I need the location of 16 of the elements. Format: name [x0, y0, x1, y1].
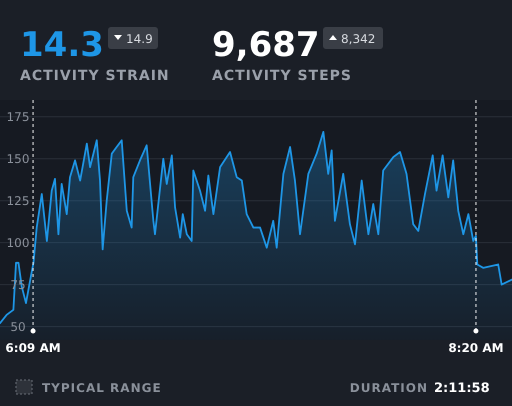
y-tick-label: 125: [6, 194, 30, 208]
text: TYPICAL RANGE: [42, 381, 162, 395]
text: ACTIVITY STEPS: [212, 68, 352, 84]
y-tick-label: 150: [6, 152, 30, 166]
y-tick-label: 175: [6, 110, 30, 124]
text: 9,687: [212, 25, 320, 65]
y-tick-label: 100: [6, 236, 30, 250]
text: ACTIVITY STRAIN: [20, 68, 170, 84]
text: 14.9: [126, 32, 153, 46]
text: 14.3: [20, 25, 104, 65]
text: DURATION: [350, 381, 428, 395]
x-tick-label: 6:09 AM: [5, 341, 61, 355]
y-tick-label: 50: [10, 320, 26, 334]
x-tick-label: 8:20 AM: [448, 341, 504, 355]
text: 2:11:58: [434, 381, 490, 396]
text: 8,342: [341, 32, 376, 46]
